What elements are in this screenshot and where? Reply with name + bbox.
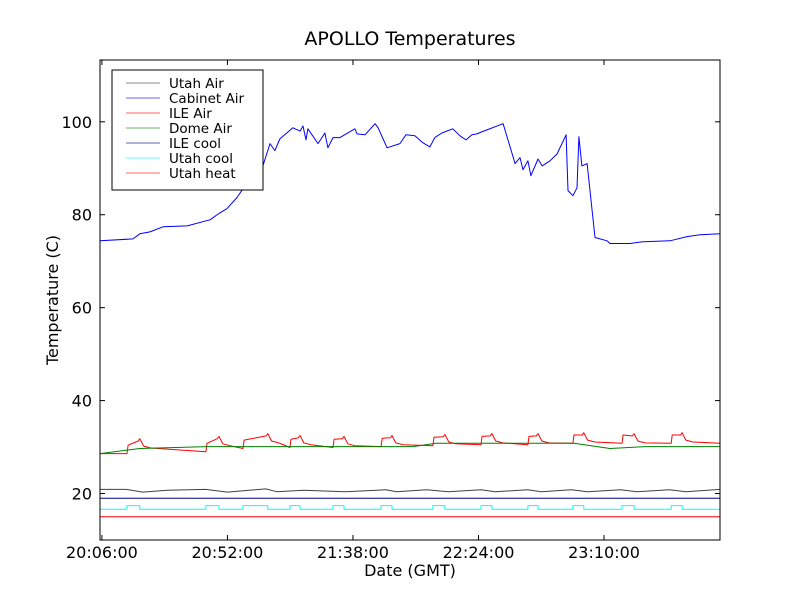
y-tick-label: 80: [72, 206, 92, 225]
y-tick-label: 100: [61, 113, 92, 132]
x-tick-label: 20:52:00: [192, 543, 264, 562]
legend-label-ile-air: ILE Air: [169, 106, 212, 122]
legend-label-cabinet-air: Cabinet Air: [169, 91, 244, 107]
plot-frame: [99, 59, 721, 541]
legend-label-dome-air: Dome Air: [169, 121, 232, 137]
x-tick-label: 22:24:00: [443, 543, 515, 562]
x-tick-label: 23:10:00: [568, 543, 640, 562]
series-line-utah-cool: [100, 505, 720, 510]
x-axis-label: Date (GMT): [364, 561, 456, 580]
legend-box: [111, 69, 264, 191]
legend-label-utah-heat: Utah heat: [169, 166, 236, 182]
y-tick-label: 60: [72, 299, 92, 318]
series-line-dome-air: [100, 442, 720, 455]
legend-label-utah-cool: Utah cool: [169, 151, 233, 167]
y-tick-label: 40: [72, 392, 92, 411]
series-line-utah-air: [100, 488, 720, 493]
x-tick-label: 21:38:00: [317, 543, 389, 562]
y-axis-label: Temperature (C): [43, 235, 62, 366]
y-tick-label: 20: [72, 485, 92, 504]
legend-label-ile-cool: ILE cool: [169, 136, 221, 152]
x-tick-label: 20:06:00: [66, 543, 138, 562]
axes-group: 20:06:00 20:52:00 21:38:00 22:24:00 23:10:00…: [61, 60, 720, 562]
legend-label-utah-air: Utah Air: [169, 76, 224, 92]
chart-title: APOLLO Temperatures: [304, 28, 515, 50]
